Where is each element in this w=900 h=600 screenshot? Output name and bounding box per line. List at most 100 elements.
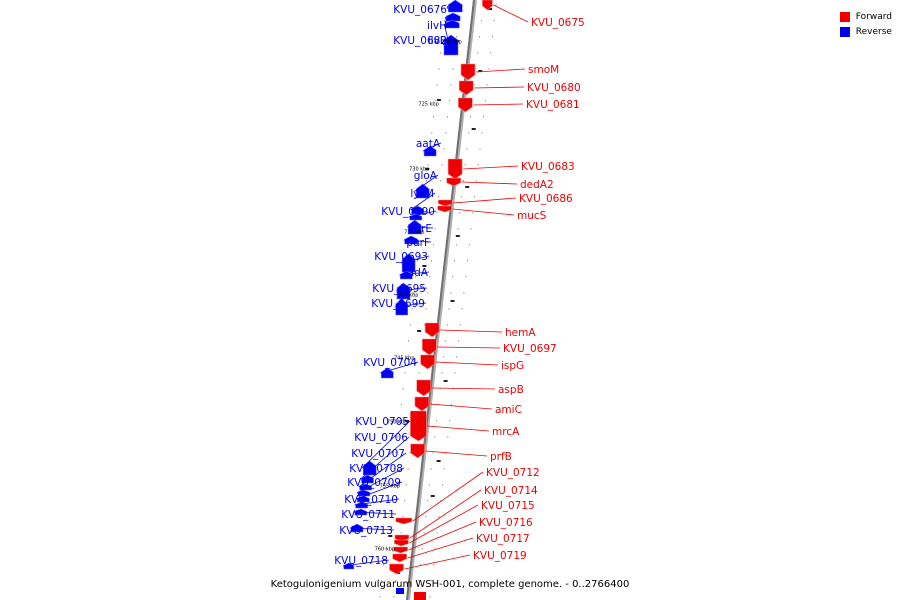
- ruler-dot: [450, 84, 452, 86]
- reverse-swatch: [839, 26, 850, 37]
- gene-feature-ilvh[interactable]: [445, 12, 461, 22]
- gene-label-kvu-0711[interactable]: KVU_0711: [341, 509, 395, 521]
- gene-feature-kvu-0712[interactable]: [395, 517, 413, 525]
- ruler-dot: [477, 164, 479, 166]
- gene-label-prfb[interactable]: prfB: [490, 451, 512, 463]
- gene-label-aspb[interactable]: aspB: [498, 384, 524, 396]
- gene-label-kvu-0715[interactable]: KVU_0715: [481, 500, 535, 512]
- gene-label-mrca[interactable]: mrcA: [492, 426, 520, 438]
- gene-feature-kvu-0699[interactable]: [395, 298, 409, 316]
- gene-feature-kvu-0707[interactable]: [359, 483, 372, 491]
- gene-feature-kvu-0681[interactable]: [457, 97, 473, 113]
- gene-label-kvu-0718[interactable]: KVU_0718: [334, 555, 388, 567]
- gene-label-kvu-0683[interactable]: KVU_0683: [521, 161, 575, 173]
- gene-label-kvu-0710[interactable]: KVU_0710: [344, 494, 398, 506]
- leader-kvu-0704: [380, 361, 419, 374]
- gene-label-kvu-0704[interactable]: KVU_0704: [363, 357, 417, 369]
- gene-feature-kvu-0715[interactable]: [394, 539, 409, 547]
- gene-feature-deda2[interactable]: [446, 177, 462, 187]
- legend-forward: Forward: [839, 9, 892, 24]
- gene-feature-kvu-0716[interactable]: [393, 546, 408, 554]
- gene-label-kvu-0712[interactable]: KVU_0712: [486, 467, 540, 479]
- ruler-dot: [464, 164, 466, 166]
- gene-label-kvu-0714[interactable]: KVU_0714: [484, 485, 538, 497]
- gene-label-kvu-0699[interactable]: KVU_0699: [371, 298, 425, 310]
- gene-label-aata[interactable]: aatA: [416, 138, 441, 150]
- gene-feature-kvu-0706[interactable]: [361, 474, 374, 484]
- gene-feature-kvu-0717[interactable]: [392, 553, 408, 563]
- ruler-dot: [459, 324, 461, 326]
- gene-label-kvu-0707[interactable]: KVU_0707: [351, 448, 405, 460]
- gene-label-kvu-0690[interactable]: KVU_0690: [381, 206, 435, 218]
- gene-label-kvu-0716[interactable]: KVU_0716: [479, 517, 533, 529]
- gene-feature-kvu-0686[interactable]: [437, 199, 453, 207]
- gene-label-kvu-0695[interactable]: KVU_0695: [372, 283, 426, 295]
- gene-feature-aspb[interactable]: [416, 379, 432, 397]
- gene-label-purf[interactable]: purF: [406, 237, 430, 249]
- gene-label-kvu-0709[interactable]: KVU_0709: [347, 477, 401, 489]
- gene-feature-mrca[interactable]: [410, 410, 427, 442]
- gene-label-ispg[interactable]: ispG: [501, 360, 524, 372]
- gene-feature-kvu-0690[interactable]: [409, 213, 423, 221]
- gene-label-kvu-0693[interactable]: KVU_0693: [374, 251, 428, 263]
- gene-label-lysm[interactable]: lysM: [410, 188, 434, 200]
- gene-label-deda2[interactable]: dedA2: [520, 179, 554, 191]
- gene-feature-rada[interactable]: [399, 270, 413, 280]
- ruler-dot: [417, 260, 418, 262]
- gene-label-kvu-0697[interactable]: KVU_0697: [503, 343, 557, 355]
- gene-feature-kvu-0676[interactable]: [447, 0, 463, 13]
- gene-label-mucs[interactable]: mucS: [517, 210, 547, 222]
- gene-label-smom[interactable]: smoM: [528, 64, 559, 76]
- ruler-dot: [488, 68, 490, 70]
- gene-feature-smom[interactable]: [460, 63, 476, 81]
- gene-label-kvu-0682[interactable]: KVU_0682: [393, 35, 447, 47]
- gene-feature-kvu-0704[interactable]: [380, 367, 394, 379]
- gene-label-kvu-0686[interactable]: KVU_0686: [519, 193, 573, 205]
- gene-label-kvu-0706[interactable]: KVU_0706: [354, 432, 408, 444]
- gene-label-kvu-0717[interactable]: KVU_0717: [476, 533, 530, 545]
- gene-label-kvu-0680[interactable]: KVU_0680: [527, 82, 581, 94]
- gene-feature-lysm[interactable]: [411, 205, 424, 215]
- gene-label-hema[interactable]: hemA: [505, 327, 536, 339]
- gene-feature-kvu-0680[interactable]: [458, 80, 474, 96]
- gene-feature-kvu-0675[interactable]: [482, 0, 493, 11]
- gene-feature-aata[interactable]: [423, 145, 437, 157]
- leader-kvu-0683: [463, 165, 519, 170]
- ruler-dot: [470, 116, 471, 118]
- leader-deda2: [461, 181, 518, 185]
- ruler-dot: [431, 580, 433, 582]
- gene-label-kvu-0705[interactable]: KVU_0705: [355, 416, 409, 428]
- gene-feature-kvu-0695[interactable]: [396, 282, 411, 300]
- gene-label-kvu-0719[interactable]: KVU_0719: [473, 550, 527, 562]
- ruler-dot: [436, 420, 438, 422]
- gene-label-kvu-0681[interactable]: KVU_0681: [526, 99, 580, 111]
- gene-feature-gloa[interactable]: [415, 183, 430, 199]
- gene-feature-mucs[interactable]: [437, 205, 453, 213]
- gene-feature-hema[interactable]: [424, 322, 440, 338]
- gene-label-amic[interactable]: amiC: [495, 404, 522, 416]
- gene-label-rada[interactable]: radA: [403, 267, 428, 279]
- gene-label-kvu-0713[interactable]: KVU_0713: [339, 525, 393, 537]
- gene-feature-kvu-0719[interactable]: [389, 563, 404, 575]
- gene-feature-purf[interactable]: [404, 235, 419, 245]
- ruler-dot: [386, 532, 388, 534]
- gene-label-kvu-0708[interactable]: KVU_0708: [349, 463, 403, 475]
- gene-label-sure[interactable]: surE: [409, 223, 432, 235]
- ruler-dot: [448, 100, 450, 102]
- gene-label-ilvh[interactable]: ilvH: [427, 20, 447, 32]
- ruler-dot: [379, 596, 381, 598]
- tick-dash: [425, 168, 430, 170]
- gene-feature-prfb[interactable]: [410, 443, 425, 459]
- gene-feature-kvu-0693[interactable]: [401, 253, 416, 273]
- gene-feature-amic[interactable]: [414, 396, 430, 412]
- ruler-dot: [480, 20, 482, 22]
- ruler-dot: [436, 532, 438, 534]
- gene-label-kvu-0675[interactable]: KVU_0675: [531, 17, 585, 29]
- ruler-dot: [450, 404, 452, 406]
- gene-label-kvu-0676[interactable]: KVU_0676: [393, 4, 447, 16]
- gene-label-gloa[interactable]: gloA: [414, 170, 438, 182]
- gene-feature-kvu-0683[interactable]: [447, 158, 463, 180]
- gene-feature-ispg[interactable]: [420, 354, 435, 370]
- gene-feature-kvu-0697[interactable]: [421, 338, 437, 356]
- gene-label-ilvb[interactable]: ilvB: [428, 35, 447, 47]
